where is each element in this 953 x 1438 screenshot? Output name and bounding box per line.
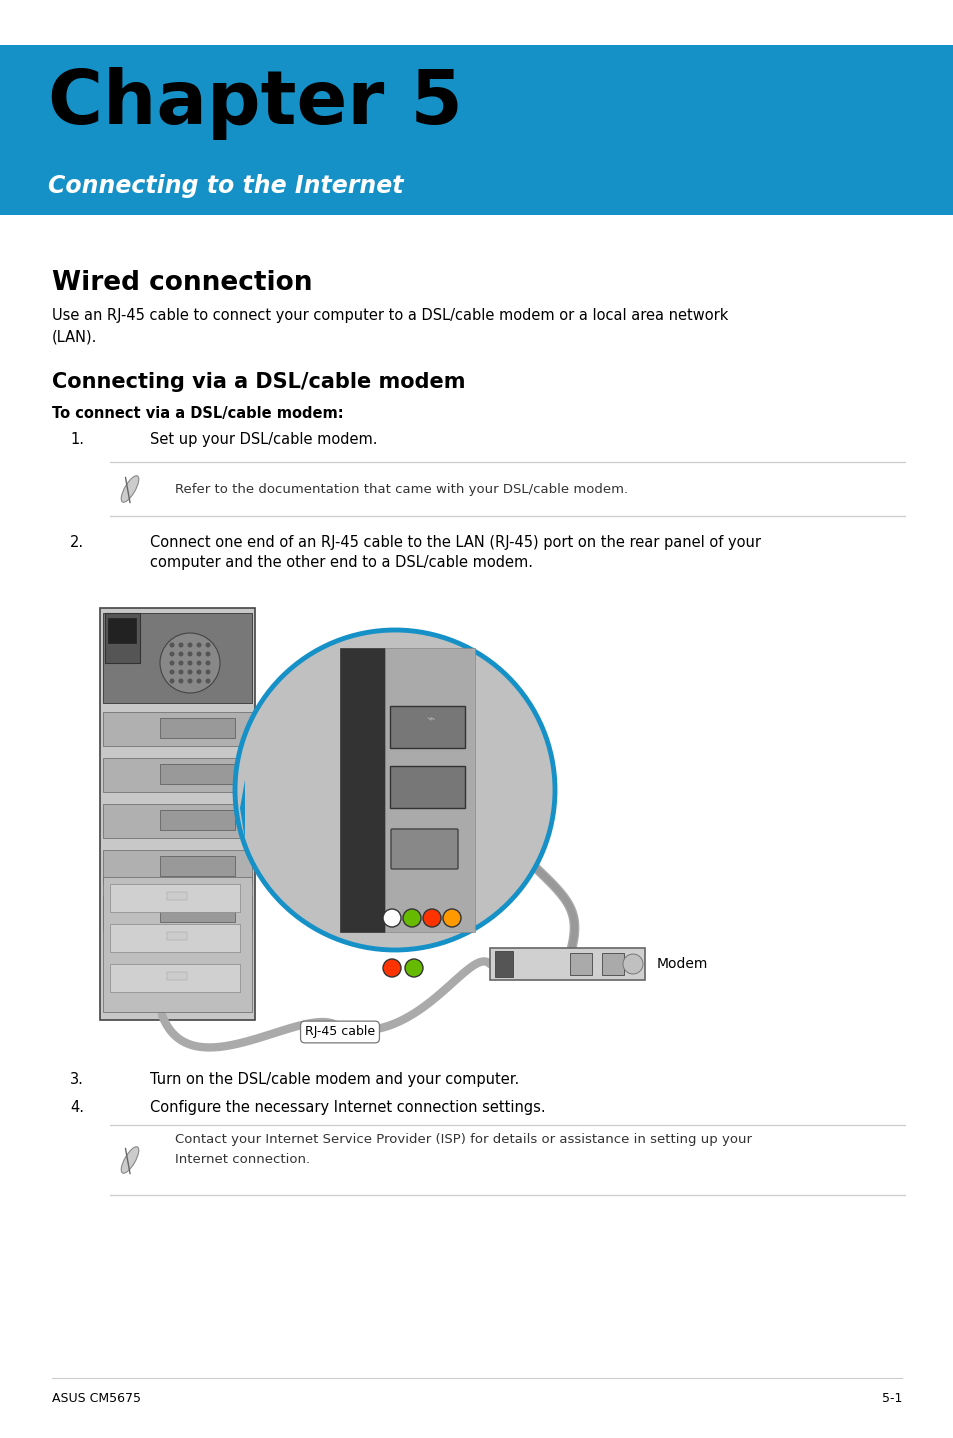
Circle shape xyxy=(622,953,642,974)
Ellipse shape xyxy=(121,476,138,502)
Circle shape xyxy=(188,643,193,647)
Text: Configure the necessary Internet connection settings.: Configure the necessary Internet connect… xyxy=(150,1100,545,1114)
Circle shape xyxy=(170,670,174,674)
Text: RJ-45 cable: RJ-45 cable xyxy=(305,1025,375,1038)
Text: Chapter 5: Chapter 5 xyxy=(48,68,462,139)
Bar xyxy=(339,649,385,932)
Text: Internet connection.: Internet connection. xyxy=(174,1153,310,1166)
Bar xyxy=(103,613,252,703)
Text: Wired connection: Wired connection xyxy=(52,270,313,296)
Bar xyxy=(110,884,240,912)
Bar xyxy=(160,856,234,876)
Text: 1.: 1. xyxy=(70,431,84,447)
FancyBboxPatch shape xyxy=(391,828,457,869)
Bar xyxy=(601,953,623,975)
Text: 3.: 3. xyxy=(70,1071,84,1087)
Circle shape xyxy=(382,959,400,976)
Bar xyxy=(100,608,254,1020)
Circle shape xyxy=(196,651,201,657)
Bar xyxy=(160,810,234,830)
Bar xyxy=(390,706,464,748)
Bar xyxy=(108,618,136,643)
Text: ASUS CM5675: ASUS CM5675 xyxy=(52,1392,141,1405)
Circle shape xyxy=(382,909,400,928)
Text: Connecting to the Internet: Connecting to the Internet xyxy=(48,174,403,198)
Text: ⌁: ⌁ xyxy=(425,710,434,725)
Bar xyxy=(569,953,592,975)
Bar xyxy=(160,718,234,738)
Bar xyxy=(167,892,187,900)
Circle shape xyxy=(422,909,440,928)
Circle shape xyxy=(205,643,211,647)
Bar xyxy=(160,764,234,784)
Circle shape xyxy=(196,679,201,683)
Bar xyxy=(103,758,252,792)
Circle shape xyxy=(178,660,183,666)
Circle shape xyxy=(170,679,174,683)
Text: 4.: 4. xyxy=(70,1100,84,1114)
Polygon shape xyxy=(240,779,245,840)
Bar xyxy=(103,804,252,838)
Circle shape xyxy=(205,651,211,657)
Text: Set up your DSL/cable modem.: Set up your DSL/cable modem. xyxy=(150,431,377,447)
Circle shape xyxy=(234,630,555,951)
Circle shape xyxy=(205,679,211,683)
Circle shape xyxy=(178,679,183,683)
Circle shape xyxy=(402,909,420,928)
Text: 2.: 2. xyxy=(70,535,84,549)
Bar xyxy=(103,712,252,746)
Bar xyxy=(167,972,187,981)
Bar xyxy=(0,45,953,216)
Circle shape xyxy=(405,959,422,976)
Text: Connecting via a DSL/cable modem: Connecting via a DSL/cable modem xyxy=(52,372,465,393)
Circle shape xyxy=(170,651,174,657)
Text: Modem: Modem xyxy=(657,958,708,971)
Ellipse shape xyxy=(121,1146,138,1173)
Circle shape xyxy=(160,633,220,693)
Bar xyxy=(167,932,187,940)
Circle shape xyxy=(442,909,460,928)
Circle shape xyxy=(205,660,211,666)
Bar xyxy=(390,766,464,808)
Bar xyxy=(103,850,252,884)
Text: To connect via a DSL/cable modem:: To connect via a DSL/cable modem: xyxy=(52,406,343,421)
Circle shape xyxy=(188,651,193,657)
Text: 5-1: 5-1 xyxy=(881,1392,901,1405)
Text: Contact your Internet Service Provider (ISP) for details or assistance in settin: Contact your Internet Service Provider (… xyxy=(174,1133,751,1146)
Bar xyxy=(103,896,252,930)
Circle shape xyxy=(196,670,201,674)
Bar xyxy=(490,948,644,981)
Circle shape xyxy=(178,643,183,647)
Bar xyxy=(110,963,240,992)
Circle shape xyxy=(196,643,201,647)
Bar xyxy=(103,877,252,1012)
Bar xyxy=(110,925,240,952)
Circle shape xyxy=(205,670,211,674)
Text: Refer to the documentation that came with your DSL/cable modem.: Refer to the documentation that came wit… xyxy=(174,483,627,496)
Text: Turn on the DSL/cable modem and your computer.: Turn on the DSL/cable modem and your com… xyxy=(150,1071,518,1087)
Bar xyxy=(105,613,140,663)
Circle shape xyxy=(188,670,193,674)
Bar xyxy=(160,902,234,922)
Circle shape xyxy=(178,670,183,674)
Text: Use an RJ-45 cable to connect your computer to a DSL/cable modem or a local area: Use an RJ-45 cable to connect your compu… xyxy=(52,308,727,345)
Circle shape xyxy=(188,679,193,683)
Bar xyxy=(385,649,475,932)
Circle shape xyxy=(170,660,174,666)
Text: computer and the other end to a DSL/cable modem.: computer and the other end to a DSL/cabl… xyxy=(150,555,533,569)
Circle shape xyxy=(196,660,201,666)
Circle shape xyxy=(178,651,183,657)
Circle shape xyxy=(188,660,193,666)
Circle shape xyxy=(170,643,174,647)
Text: Connect one end of an RJ-45 cable to the LAN (RJ-45) port on the rear panel of y: Connect one end of an RJ-45 cable to the… xyxy=(150,535,760,549)
Bar xyxy=(495,951,513,976)
